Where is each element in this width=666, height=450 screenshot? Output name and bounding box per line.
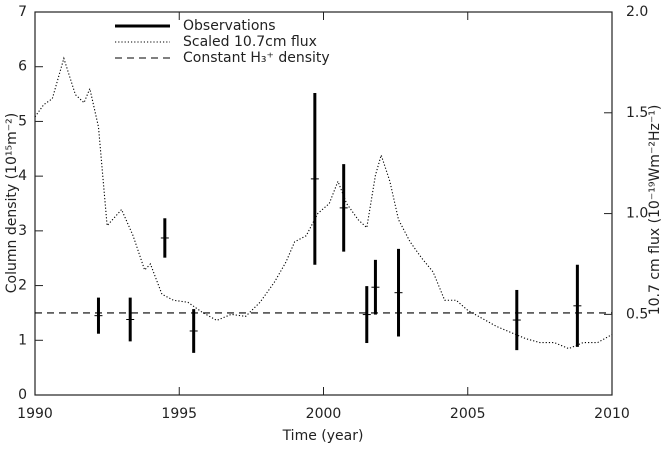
y-tick-label: 3 [18, 223, 27, 239]
y2-tick-label: 1.0 [626, 206, 648, 222]
y2-tick-label: 1.5 [626, 105, 648, 121]
y-tick-label: 5 [18, 113, 27, 129]
y-tick-label: 0 [18, 387, 27, 403]
y-axis-label: Column density (10¹⁵m⁻²) [4, 113, 20, 293]
x-tick-label: 2010 [594, 406, 630, 422]
y-tick-label: 1 [18, 332, 27, 348]
y-tick-label: 7 [18, 4, 27, 20]
x-axis-label: Time (year) [282, 428, 364, 444]
y2-axis-label: 10.7 cm flux (10⁻¹⁹Wm⁻²Hz⁻¹) [647, 105, 663, 316]
legend-label: Constant H₃⁺ density [183, 50, 330, 66]
x-tick-label: 1995 [161, 406, 197, 422]
x-tick-label: 2000 [306, 406, 342, 422]
y-tick-label: 6 [18, 59, 27, 75]
y-tick-label: 2 [18, 278, 27, 294]
legend-label: Observations [183, 18, 276, 34]
y2-tick-label: 0.5 [626, 306, 648, 322]
legend-label: Scaled 10.7cm flux [183, 34, 317, 50]
plot-frame [34, 11, 613, 396]
series-line [34, 56, 613, 350]
y2-tick-label: 2.0 [626, 4, 648, 20]
x-tick-label: 1990 [17, 406, 53, 422]
x-tick-label: 2005 [450, 406, 486, 422]
y-tick-label: 4 [18, 168, 27, 184]
